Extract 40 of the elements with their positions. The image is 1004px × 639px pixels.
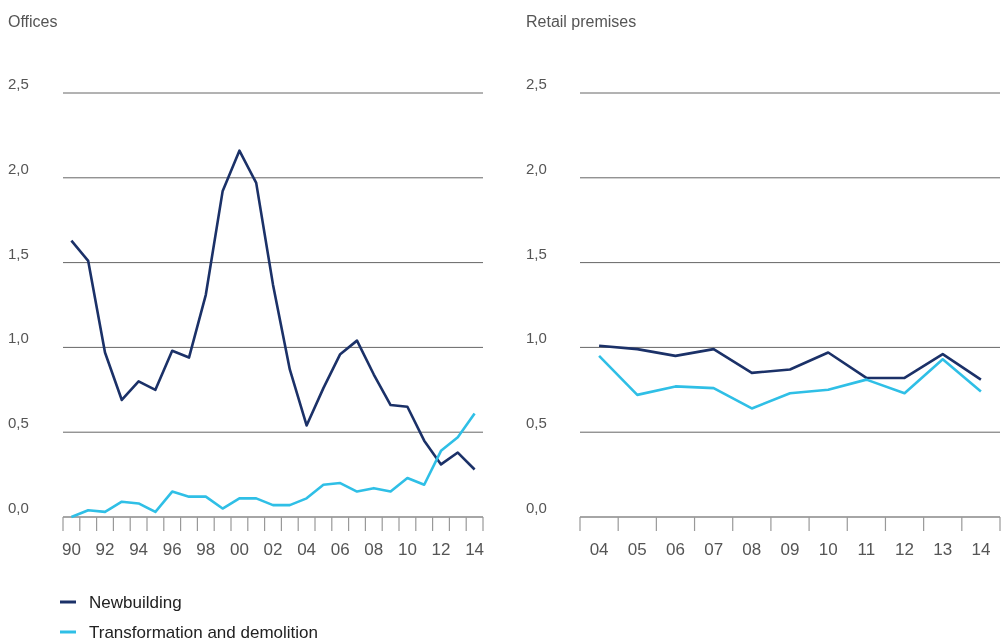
x-tick-label: 94 [129,540,149,559]
legend-label: Newbuilding [89,593,182,612]
legend-label: Transformation and demolition [89,623,318,639]
x-tick-label: 98 [196,540,216,559]
x-tick-label: 92 [95,540,115,559]
x-tick-label: 08 [742,540,762,559]
x-tick-label: 09 [780,540,800,559]
y-tick-label: 1,0 [8,329,29,347]
x-tick-label: 05 [627,540,647,559]
chart-title: Offices [8,13,58,30]
x-tick-label: 11 [857,540,876,559]
y-tick-label: 2,0 [526,159,547,177]
x-tick-label: 07 [704,540,724,559]
x-tick-label: 06 [330,540,350,559]
y-tick-label: 0,0 [526,499,547,516]
x-tick-label: 02 [263,540,283,559]
x-tick-label: 90 [61,540,81,559]
x-tick-label: 00 [229,540,249,559]
y-tick-label: 1,5 [526,244,547,262]
chart-title: Retail premises [526,13,637,30]
y-tick-label: 0,5 [8,414,29,432]
x-tick-label: 12 [431,540,451,559]
x-tick-label: 10 [818,540,838,559]
x-tick-label: 10 [397,540,417,559]
y-tick-label: 2,5 [8,75,29,92]
x-tick-label: 14 [465,540,485,559]
x-tick-label: 12 [895,540,915,559]
y-tick-label: 2,0 [8,159,29,177]
y-tick-label: 1,5 [8,244,29,262]
x-tick-label: 04 [297,540,317,559]
x-tick-label: 04 [589,540,609,559]
x-tick-label: 14 [971,540,991,559]
x-tick-label: 08 [364,540,384,559]
x-tick-label: 06 [665,540,685,559]
x-tick-label: 96 [162,540,182,559]
y-tick-label: 0,5 [526,414,547,432]
y-tick-label: 0,0 [8,499,29,516]
y-tick-label: 1,0 [526,329,547,347]
y-tick-label: 2,5 [526,75,547,92]
x-tick-label: 13 [933,540,953,559]
